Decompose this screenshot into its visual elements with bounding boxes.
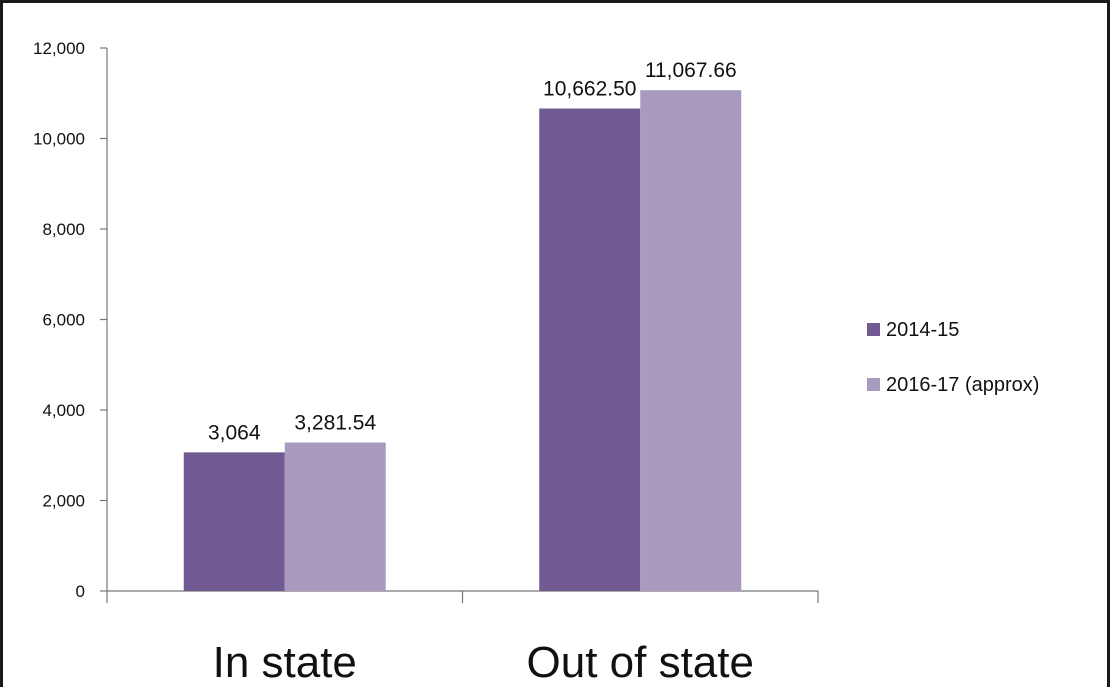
legend-swatch [867, 378, 880, 391]
y-tick-label: 8,000 [42, 220, 85, 239]
y-tick-label: 6,000 [42, 311, 85, 330]
y-tick-label: 2,000 [42, 492, 85, 511]
category-label: In state [213, 638, 357, 687]
bar-series1 [183, 452, 285, 591]
bar-series2 [640, 90, 742, 591]
bar-series2 [284, 442, 386, 591]
data-label: 3,064 [208, 421, 261, 444]
y-tick-label: 12,000 [33, 39, 85, 58]
bar-series1 [539, 108, 641, 591]
y-tick-label: 4,000 [42, 401, 85, 420]
y-tick-label: 0 [76, 582, 85, 601]
legend-label: 2014-15 [886, 319, 959, 341]
y-tick-label: 10,000 [33, 130, 85, 149]
data-label: 11,067.66 [645, 59, 737, 82]
data-label: 3,281.54 [294, 412, 376, 435]
category-label: Out of state [527, 638, 754, 687]
legend-label: 2016-17 (approx) [886, 374, 1039, 396]
data-label: 10,662.50 [543, 78, 636, 101]
legend-swatch [867, 323, 880, 336]
